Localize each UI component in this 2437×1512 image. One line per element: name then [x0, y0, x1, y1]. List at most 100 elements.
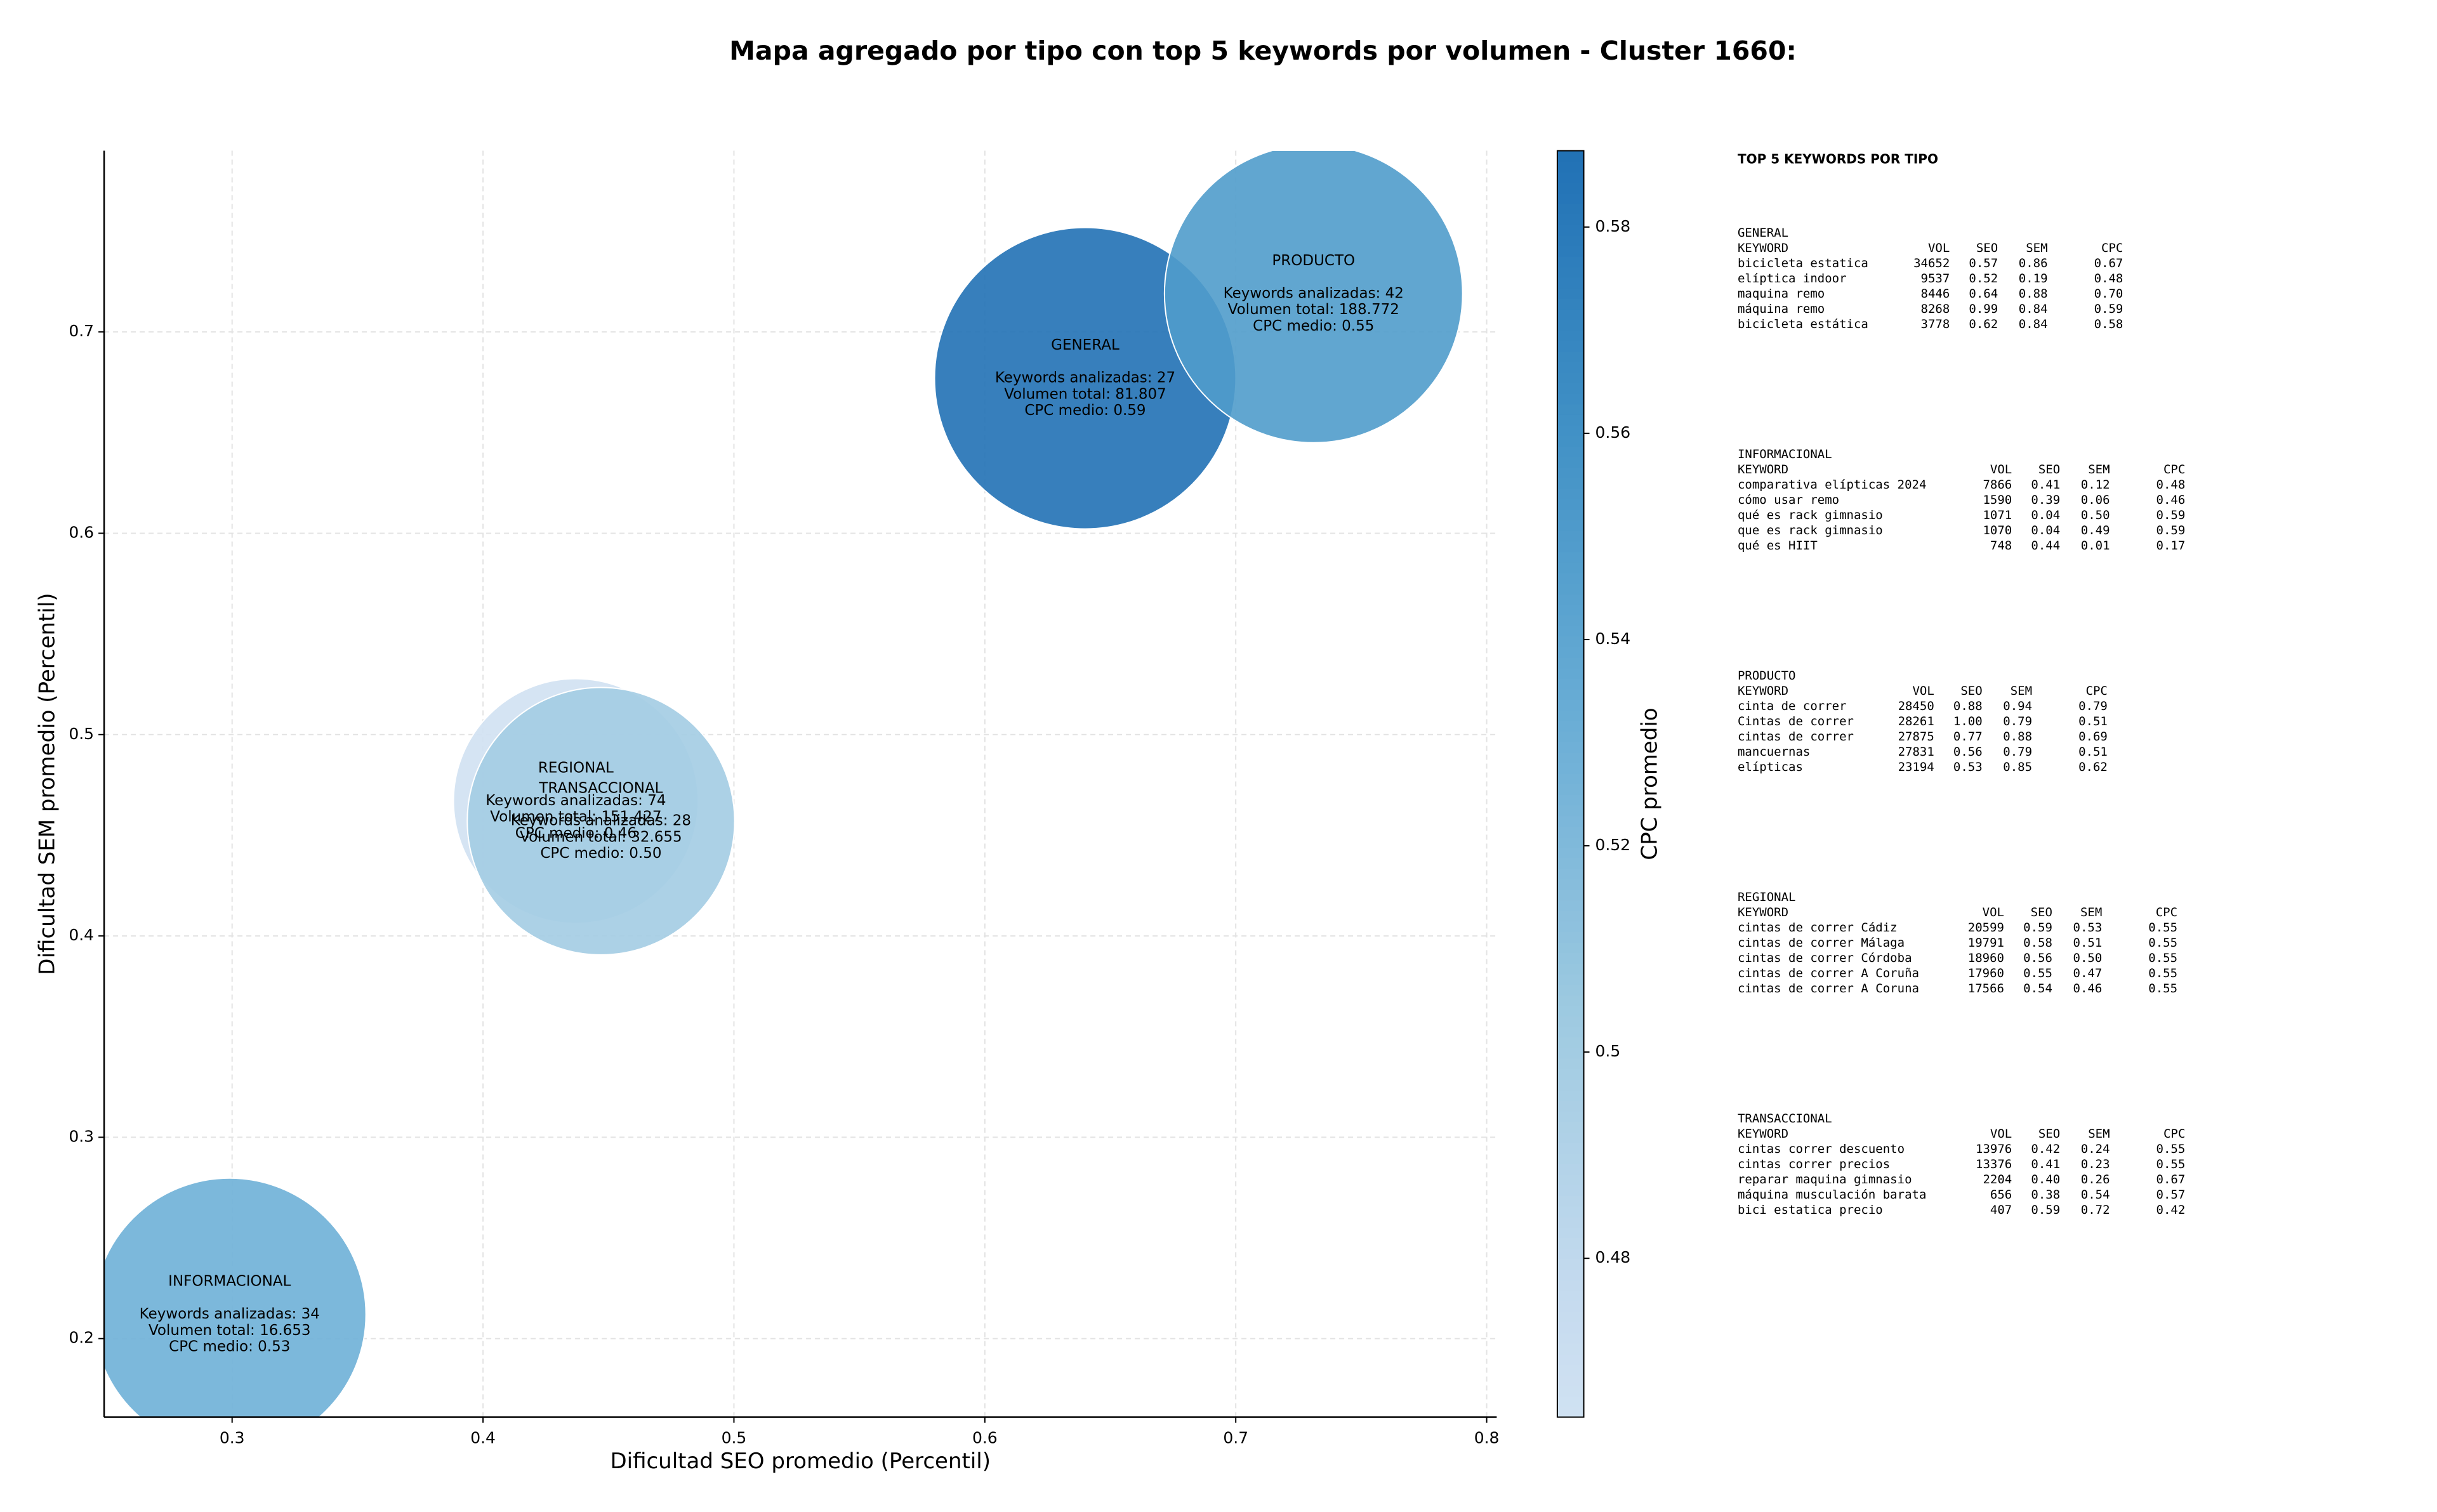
table-cell: mancuernas	[1738, 745, 1810, 759]
table-cell: 0.54	[2081, 1188, 2110, 1202]
bubble-annotation: Volumen total: 16.653	[149, 1322, 311, 1339]
colorbar-segment	[1557, 678, 1584, 690]
table-cell: bici estatica precio	[1738, 1203, 1883, 1217]
table-cell: 0.04	[2031, 508, 2060, 522]
table-cell: 1071	[1983, 508, 2012, 522]
table-cell: 0.55	[2148, 951, 2177, 965]
table-cell: 0.46	[2156, 493, 2186, 507]
colorbar-tick-label: 0.52	[1595, 836, 1631, 854]
table-cell: 0.42	[2156, 1203, 2186, 1217]
table-cell: 0.88	[2003, 730, 2032, 744]
table-cell: 0.51	[2078, 714, 2108, 728]
colorbar-tick-label: 0.58	[1595, 217, 1631, 235]
table-cell: 23194	[1898, 760, 1934, 774]
table-cell: 0.04	[2031, 523, 2060, 537]
colorbar-segment	[1557, 214, 1584, 225]
colorbar-segment	[1557, 435, 1584, 447]
table-cell: 0.52	[1969, 272, 1998, 286]
colorbar-segment	[1557, 1132, 1584, 1143]
table-cell: cintas de correr Cádiz	[1738, 921, 1898, 935]
table-cell: qué es HIIT	[1738, 539, 1818, 553]
colorbar-segment	[1557, 362, 1584, 373]
table-header: CPC	[2086, 684, 2108, 698]
colorbar-segment	[1557, 763, 1584, 774]
colorbar-segment	[1557, 309, 1584, 320]
colorbar-segment	[1557, 161, 1584, 173]
table-cell: 0.47	[2073, 966, 2103, 980]
table-cell: máquina remo	[1738, 302, 1825, 316]
panel-title: TOP 5 KEYWORDS POR TIPO	[1738, 152, 1938, 167]
table-header: CPC	[2156, 905, 2177, 919]
table-cell: 34652	[1913, 256, 1950, 270]
colorbar-segment	[1557, 626, 1584, 637]
colorbar-segment	[1557, 150, 1584, 162]
colorbar-segment	[1557, 731, 1584, 742]
colorbar-segment	[1557, 952, 1584, 964]
section-name: INFORMACIONAL	[1738, 447, 1832, 461]
colorbar-segment	[1557, 1258, 1584, 1270]
table-cell: 0.46	[2073, 982, 2103, 996]
colorbar-segment	[1557, 1290, 1584, 1302]
colorbar-segment	[1557, 1100, 1584, 1112]
table-cell: reparar maquina gimnasio	[1738, 1173, 1912, 1187]
colorbar-segment	[1557, 393, 1584, 405]
table-cell: 28261	[1898, 714, 1934, 728]
table-cell: cómo usar remo	[1738, 493, 1839, 507]
bubble-label: GENERAL	[1051, 337, 1119, 353]
table-cell: 0.69	[2078, 730, 2108, 744]
table-cell: cinta de correr	[1738, 699, 1847, 713]
colorbar-segment	[1557, 456, 1584, 468]
bubble-label: REGIONAL	[538, 760, 614, 777]
x-tick-label: 0.6	[972, 1428, 998, 1447]
y-tick-label: 0.6	[69, 523, 94, 541]
colorbar-segment	[1557, 1332, 1584, 1344]
colorbar-segment	[1557, 1269, 1584, 1280]
colorbar-segment	[1557, 1153, 1584, 1164]
table-cell: 0.19	[2019, 272, 2048, 286]
table-header: SEO	[2038, 1127, 2060, 1141]
colorbar-segment	[1557, 319, 1584, 331]
table-cell: 17566	[1968, 982, 2004, 996]
table-cell: elíptica indoor	[1738, 272, 1847, 286]
table-cell: 407	[1990, 1203, 2012, 1217]
table-cell: máquina musculación barata	[1738, 1188, 1926, 1202]
table-cell: 0.55	[2148, 936, 2177, 950]
table-cell: 7866	[1983, 478, 2012, 492]
table-cell: cintas de correr	[1738, 730, 1854, 744]
bubble-annotation: Keywords analizadas: 28	[511, 813, 691, 829]
section-name: REGIONAL	[1738, 890, 1796, 904]
table-cell: bicicleta estatica	[1738, 256, 1868, 270]
colorbar-segment	[1557, 478, 1584, 489]
colorbar-segment	[1557, 1385, 1584, 1397]
section-name: GENERAL	[1738, 226, 1788, 240]
table-cell: 0.85	[2003, 760, 2032, 774]
colorbar-segment	[1557, 1301, 1584, 1312]
colorbar-segment	[1557, 488, 1584, 500]
colorbar-segment	[1557, 594, 1584, 605]
table-cell: 0.41	[2031, 1157, 2060, 1171]
bubble	[1163, 151, 1463, 444]
colorbar-segment	[1557, 963, 1584, 975]
table-cell: cintas correr descuento	[1738, 1142, 1905, 1156]
colorbar-segment	[1557, 910, 1584, 922]
table-header: CPC	[2163, 463, 2185, 477]
table-cell: 0.12	[2081, 478, 2110, 492]
table-cell: 0.55	[2156, 1157, 2186, 1171]
colorbar-segment	[1557, 1206, 1584, 1218]
table-cell: 0.01	[2081, 539, 2110, 553]
table-cell: 1070	[1983, 523, 2012, 537]
table-cell: 0.58	[2023, 936, 2052, 950]
colorbar-segment	[1557, 1237, 1584, 1249]
table-cell: 0.79	[2003, 745, 2032, 759]
table-cell: 0.79	[2003, 714, 2032, 728]
colorbar-segment	[1557, 1374, 1584, 1386]
colorbar-segment	[1557, 1048, 1584, 1059]
table-cell: 0.39	[2031, 493, 2060, 507]
colorbar-segment	[1557, 509, 1584, 521]
table-cell: 1.00	[1953, 714, 1983, 728]
colorbar-segment	[1557, 1364, 1584, 1376]
colorbar-segment	[1557, 1343, 1584, 1355]
colorbar-segment	[1557, 794, 1584, 806]
table-cell: 0.24	[2081, 1142, 2110, 1156]
